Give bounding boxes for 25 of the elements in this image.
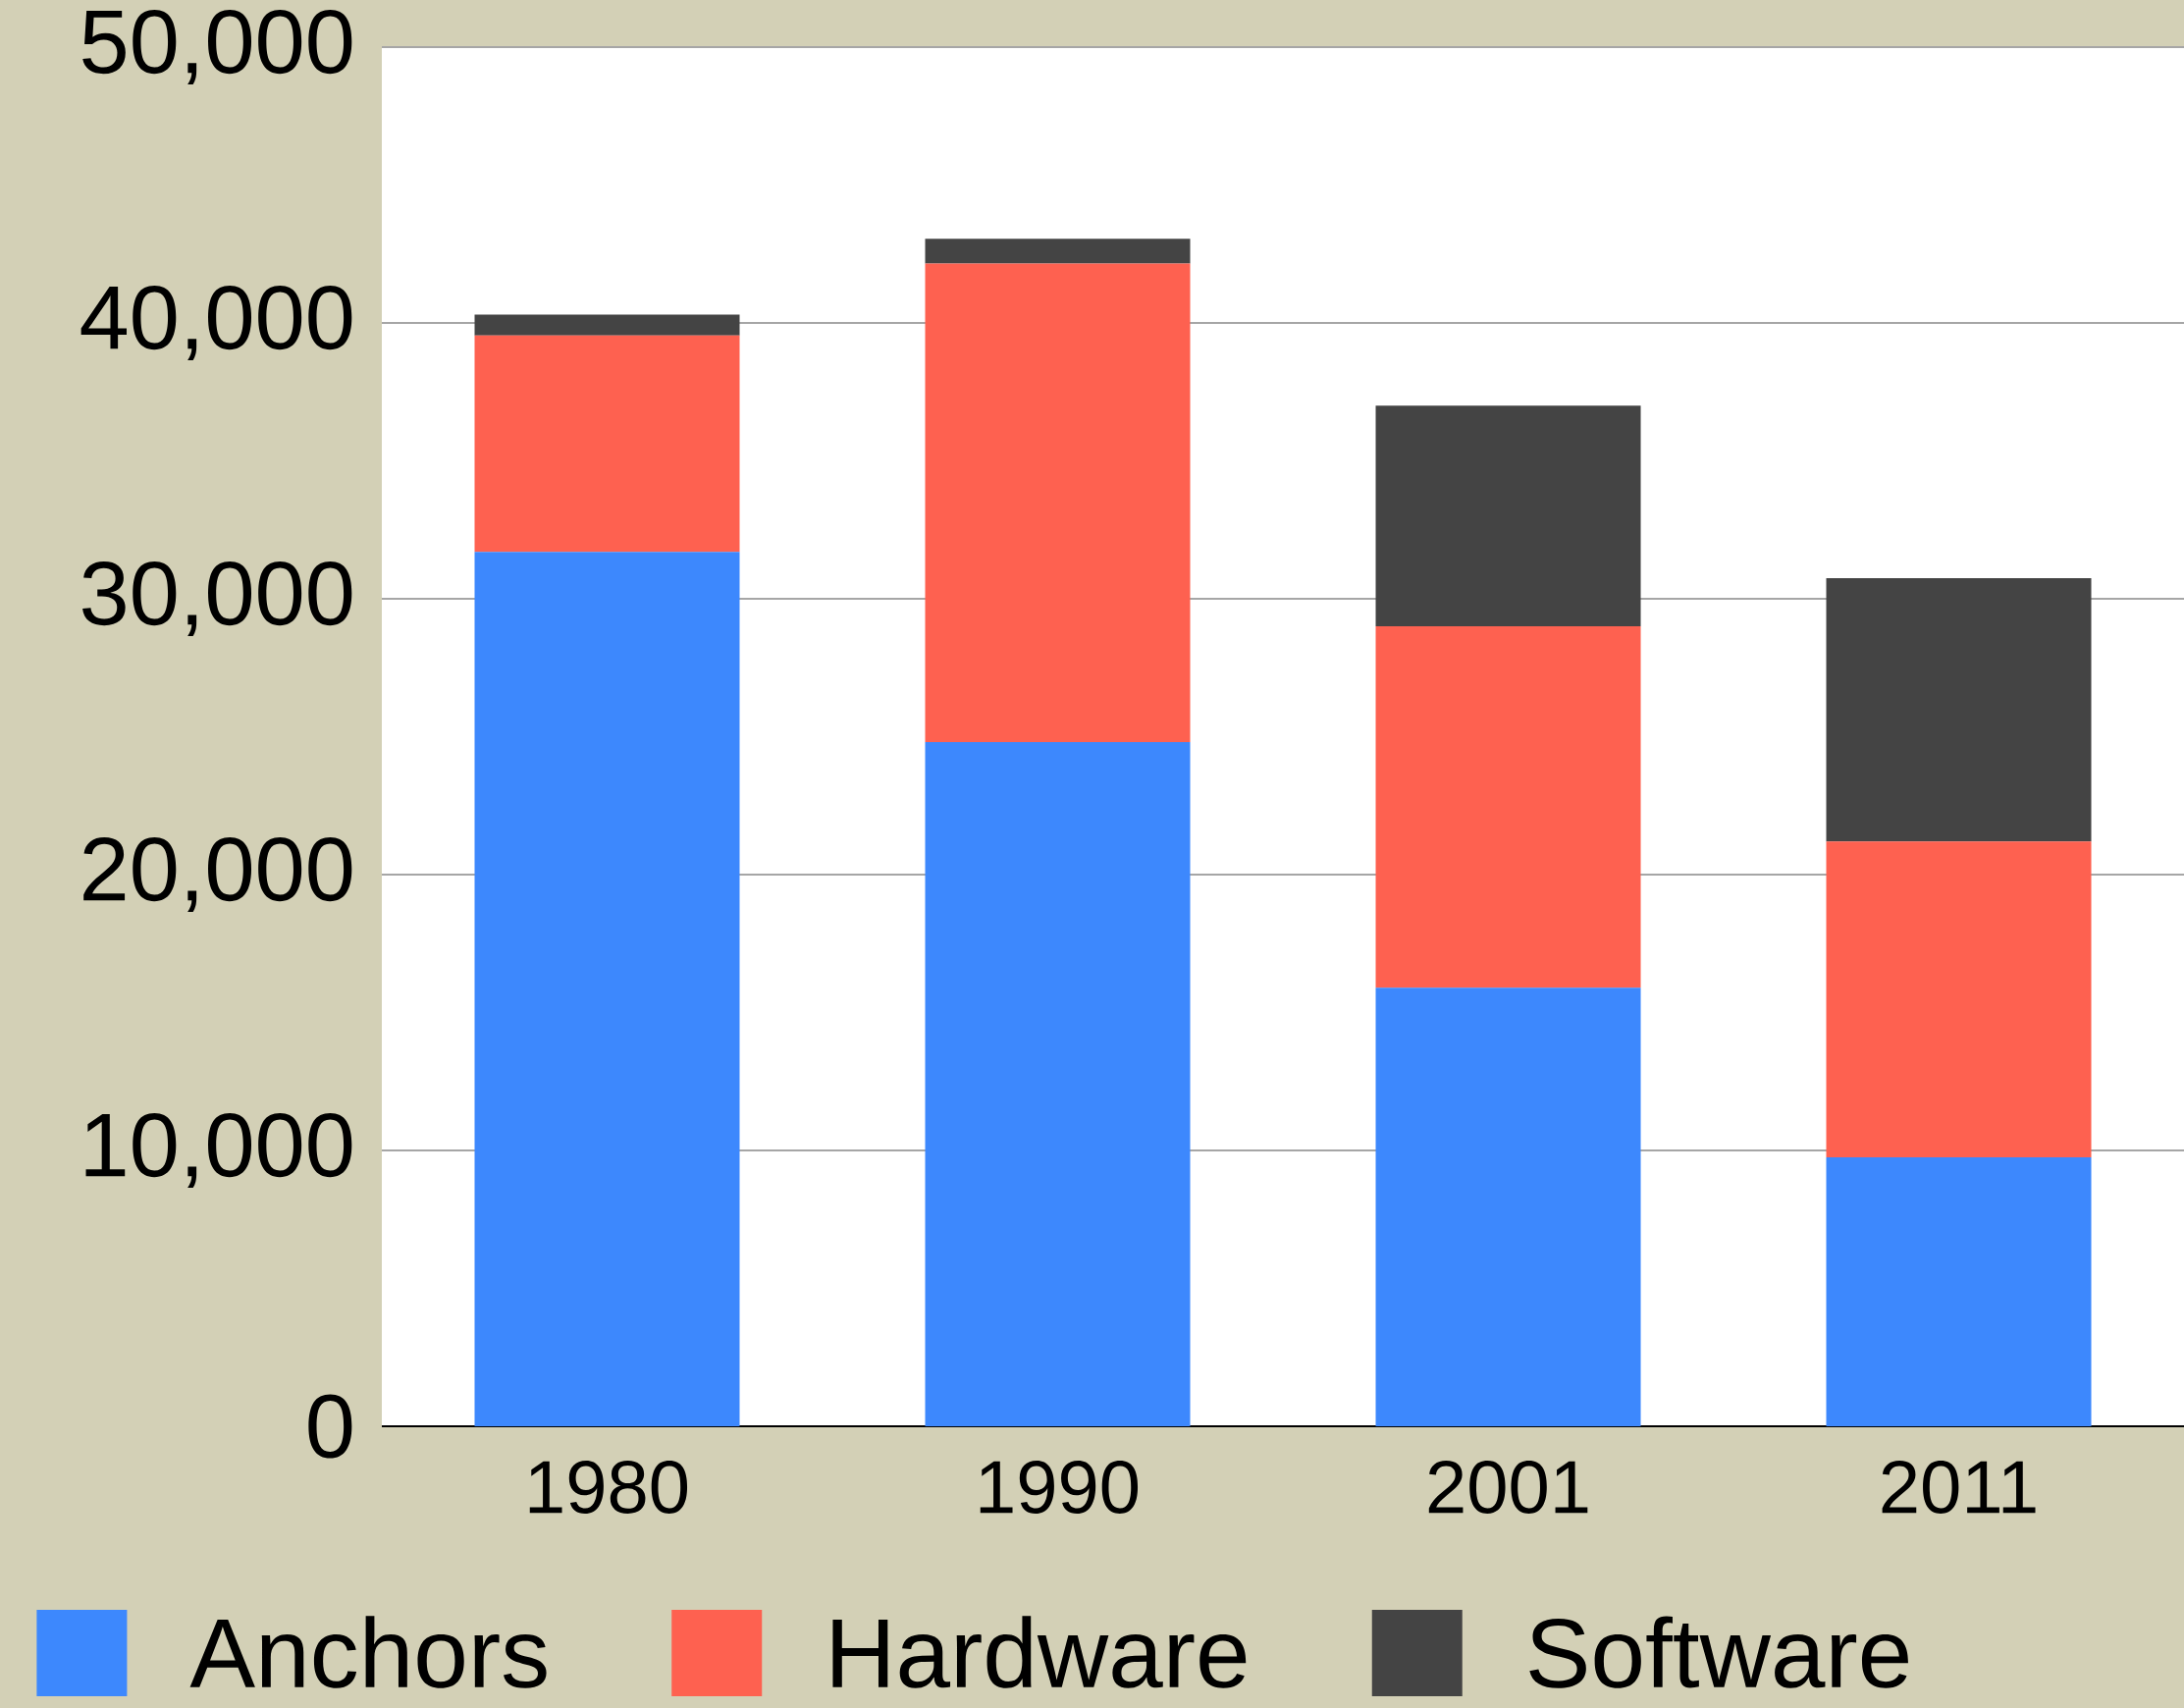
y-tick-label: 10,000 xyxy=(85,1112,352,1188)
y-tick-label: 40,000 xyxy=(80,285,352,360)
bar xyxy=(1375,626,1641,988)
bar xyxy=(1826,1157,2092,1426)
bar xyxy=(925,239,1191,264)
y-tick-label: 0 xyxy=(308,1394,352,1459)
legend-label: Software xyxy=(1529,1616,1908,1688)
bar xyxy=(474,314,740,336)
x-tick-label: 1990 xyxy=(980,1461,1139,1514)
x-tick-label: 2001 xyxy=(1428,1461,1588,1514)
bar xyxy=(1375,405,1641,627)
x-tick-label: 1980 xyxy=(529,1461,688,1514)
bar xyxy=(1826,577,2092,842)
bar xyxy=(474,335,740,553)
bar xyxy=(474,552,740,1426)
bar xyxy=(1826,841,2092,1158)
legend-label: Anchors xyxy=(189,1616,547,1688)
bar xyxy=(1375,987,1641,1426)
bar xyxy=(925,742,1191,1426)
y-tick-label: 20,000 xyxy=(83,836,352,912)
y-tick-label: 30,000 xyxy=(82,560,352,636)
bar xyxy=(925,263,1191,743)
y-tick-label: 50,000 xyxy=(82,9,352,84)
x-tick-label: 2011 xyxy=(1882,1461,2036,1514)
legend-label: Hardware xyxy=(832,1616,1247,1688)
